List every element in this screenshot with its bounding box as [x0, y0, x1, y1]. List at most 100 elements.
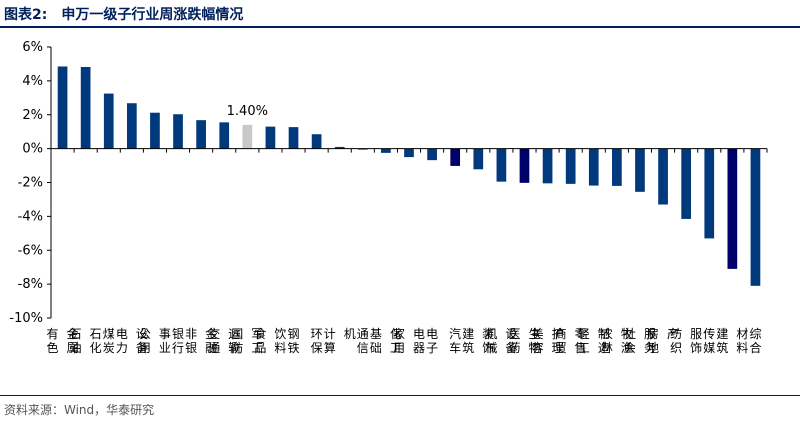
x-tick-label: 事: [159, 327, 171, 341]
y-tick-label: 2%: [22, 108, 43, 123]
bar-计算机: [334, 146, 345, 149]
x-tick-label: 备: [505, 341, 517, 355]
x-tick-label: 织: [670, 341, 682, 355]
x-tick-label: 子: [426, 341, 438, 355]
bar-机械设备: [496, 148, 507, 182]
x-tick-label: 食: [254, 326, 266, 341]
figure-number: 图表2:: [4, 7, 48, 23]
x-tick-label: 车: [449, 340, 461, 355]
x-tick-label: 装: [482, 327, 494, 341]
y-tick-label: -10%: [9, 311, 43, 326]
bar-农林牧渔: [612, 148, 622, 186]
x-tick-label: 贸: [555, 341, 567, 355]
x-tick-label: 计: [324, 327, 336, 341]
bar-非银金融: [196, 120, 206, 149]
x-tick-label: 防: [231, 340, 243, 355]
x-tick-label: 饰: [690, 341, 702, 355]
x-tick-label: 用: [393, 341, 405, 355]
x-tick-label: 生: [528, 327, 540, 341]
x-tick-label: 化: [90, 341, 102, 355]
x-tick-label: 材: [736, 327, 748, 341]
bar-公用事业: [150, 112, 160, 149]
bar-商贸零售: [565, 148, 576, 184]
bar-轻工制造: [588, 148, 599, 186]
x-tick-label: 业: [159, 341, 171, 355]
x-tick-label: 服: [690, 327, 702, 341]
x-tick-label: 轻: [578, 327, 590, 341]
y-tick-label: 6%: [22, 40, 43, 55]
x-tick-label: 汽: [449, 326, 461, 341]
x-tick-label: 纺: [670, 327, 682, 341]
x-tick-label: 钢: [288, 327, 300, 341]
x-tick-label: 饮: [274, 327, 286, 341]
x-tick-label: 产: [667, 327, 679, 341]
x-tick-label: 筑: [716, 340, 728, 355]
x-tick-label: 煤: [103, 327, 115, 341]
x-tick-label: 药: [508, 341, 520, 355]
x-tick-label: 器: [413, 341, 425, 355]
bar-综合: [750, 148, 761, 286]
bar-煤炭: [103, 93, 114, 149]
x-tick-label: 料: [736, 341, 748, 355]
y-tick-label: -8%: [18, 277, 43, 292]
x-tick-label: 铁: [288, 341, 300, 355]
x-tick-label: 物: [528, 341, 540, 355]
x-tick-label: 运: [228, 327, 240, 341]
figure-title: 图表2: 申万一级子行业周涨跌幅情况: [4, 4, 243, 24]
bar-国防军工: [242, 124, 253, 149]
bar-食品饮料: [265, 126, 276, 149]
figure-title-text: 申万一级子行业周涨跌幅情况: [61, 7, 244, 23]
x-tick-label: 电: [413, 327, 425, 341]
x-tick-label: 国: [231, 327, 243, 341]
x-tick-label: 制: [598, 327, 610, 341]
bar-chart: 6%4%2%0%-2%-4%-6%-8%-10%有色金属石油石化煤炭电力设备公用…: [9, 40, 768, 355]
x-tick-label: 军: [251, 327, 263, 341]
bar-电子: [427, 148, 437, 161]
x-tick-label: 力: [116, 341, 128, 355]
x-tick-label: 械: [485, 340, 497, 355]
x-tick-label: 通: [208, 341, 220, 355]
bar-有色金属: [57, 66, 68, 149]
y-tick-label: -6%: [18, 243, 43, 258]
x-tick-label: 输: [228, 340, 240, 355]
x-tick-label: 容: [532, 340, 544, 355]
bar-汽车: [450, 148, 461, 166]
x-tick-label: 属: [67, 341, 79, 355]
x-tick-label: 工: [390, 341, 402, 355]
x-tick-label: 炭: [103, 341, 115, 355]
x-tick-label: 交: [208, 326, 220, 341]
bar-医药生物: [519, 148, 530, 183]
x-tick-label: 综: [749, 327, 761, 341]
x-tick-label: 服: [644, 327, 656, 341]
x-tick-label: 石: [90, 327, 102, 341]
x-tick-label: 农: [601, 327, 613, 341]
x-tick-label: 建: [716, 327, 728, 341]
x-tick-label: 信: [357, 341, 369, 355]
x-tick-label: 社: [624, 326, 636, 341]
x-tick-label: 筑: [462, 340, 474, 355]
x-tick-label: 媒: [703, 341, 715, 355]
x-tick-label: 算: [324, 340, 336, 355]
x-tick-label: 理: [552, 341, 564, 355]
x-tick-label: 备: [136, 341, 148, 355]
x-tick-label: 美: [532, 327, 544, 341]
x-tick-label: 家: [393, 326, 405, 341]
x-tick-label: 商: [555, 326, 567, 341]
x-tick-label: 基: [370, 327, 382, 341]
x-tick-label: 电: [426, 327, 438, 341]
x-tick-label: 造: [598, 341, 610, 355]
x-tick-label: 工: [578, 341, 590, 355]
x-tick-label: 融: [205, 341, 217, 355]
x-tick-label: 金: [205, 326, 217, 341]
x-tick-label: 机: [344, 327, 356, 341]
x-tick-label: 行: [172, 341, 184, 355]
x-tick-label: 通: [357, 327, 369, 341]
bar-环保: [311, 134, 322, 149]
x-tick-label: 品: [254, 341, 266, 355]
y-tick-label: 0%: [22, 142, 43, 157]
x-tick-label: 护: [552, 327, 564, 341]
x-tick-label: 设: [136, 327, 148, 341]
x-tick-label: 础: [370, 341, 382, 355]
bar-纺织服饰: [681, 148, 692, 219]
x-tick-label: 传: [703, 326, 715, 341]
